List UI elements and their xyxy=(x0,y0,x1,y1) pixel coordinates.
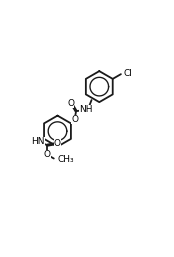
Text: O: O xyxy=(71,115,78,124)
Text: NH: NH xyxy=(79,105,93,114)
Text: Cl: Cl xyxy=(124,69,132,78)
Text: O: O xyxy=(54,139,61,148)
Text: O: O xyxy=(67,99,74,108)
Text: O: O xyxy=(44,150,51,159)
Text: CH₃: CH₃ xyxy=(57,155,74,164)
Text: HN: HN xyxy=(31,137,45,146)
